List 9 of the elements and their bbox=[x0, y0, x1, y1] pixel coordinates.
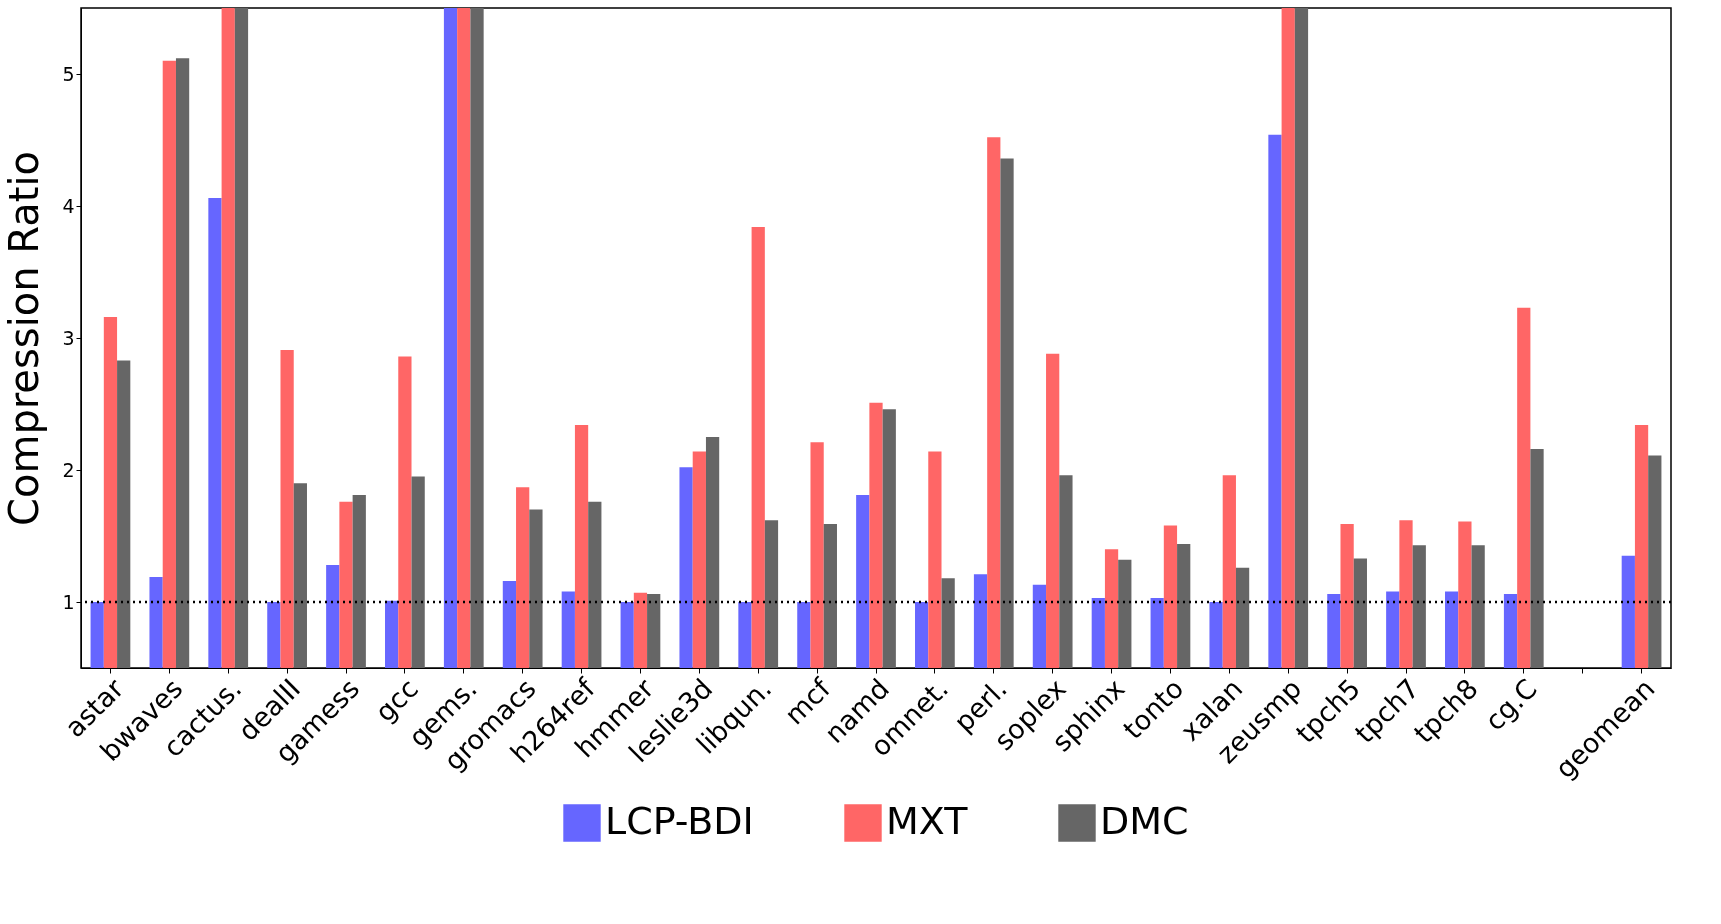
y-tick-label: 2 bbox=[62, 458, 75, 481]
y-axis-title: Compression Ratio bbox=[1, 151, 48, 526]
y-tick-label: 3 bbox=[62, 326, 75, 349]
legend-label: LCP-BDI bbox=[605, 799, 754, 843]
legend-label: DMC bbox=[1100, 799, 1189, 843]
y-tick-label: 4 bbox=[62, 194, 75, 217]
y-tick-label: 5 bbox=[62, 62, 75, 85]
y-tick-label: 1 bbox=[62, 590, 75, 613]
legend-label: MXT bbox=[886, 799, 969, 843]
